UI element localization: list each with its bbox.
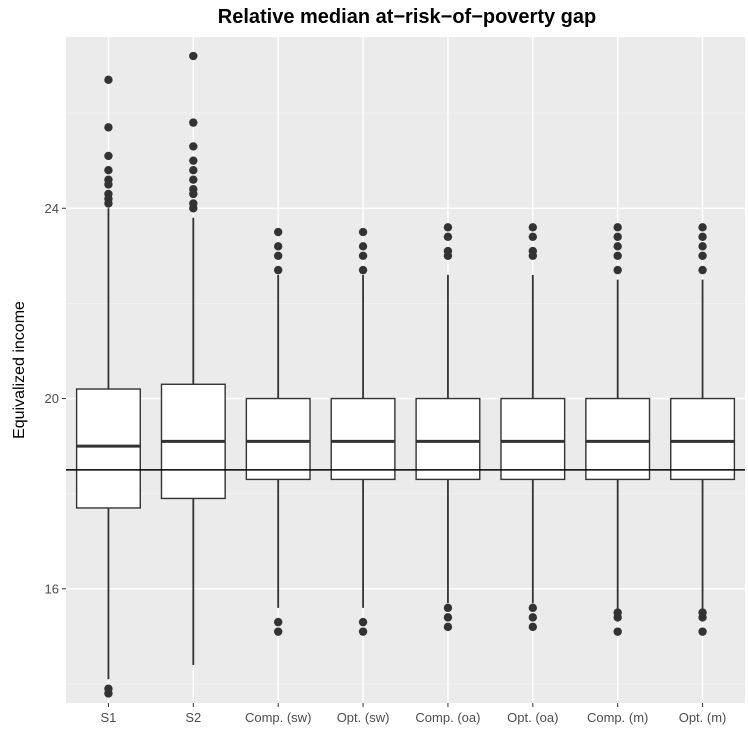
x-tick-label: Opt. (m) bbox=[679, 710, 727, 725]
y-tick-label: 20 bbox=[45, 391, 59, 406]
outlier-point bbox=[273, 242, 283, 251]
outlier-point bbox=[528, 223, 538, 232]
y-tick-label: 24 bbox=[45, 201, 59, 216]
outlier-point bbox=[189, 142, 198, 151]
outlier-point bbox=[698, 242, 707, 251]
box-comp-oa bbox=[415, 223, 481, 632]
outlier-point bbox=[104, 175, 113, 184]
x-tick-label: S2 bbox=[185, 710, 201, 725]
chart-title: Relative median at−risk−of−poverty gap bbox=[217, 6, 597, 28]
outlier-point bbox=[698, 608, 707, 617]
outlier-point bbox=[613, 251, 622, 261]
y-axis-title: Equivalized income bbox=[11, 301, 28, 439]
outlier-point bbox=[698, 232, 707, 241]
iqr-box bbox=[670, 397, 736, 481]
outlier-point bbox=[613, 608, 622, 617]
outlier-point bbox=[104, 684, 113, 693]
outlier-point bbox=[613, 242, 622, 251]
iqr-box bbox=[585, 397, 651, 481]
outlier-point bbox=[528, 622, 538, 632]
outlier-point bbox=[189, 185, 198, 194]
outlier-point bbox=[189, 156, 198, 165]
outlier-point bbox=[273, 227, 283, 237]
iqr-box bbox=[415, 397, 481, 481]
iqr-box bbox=[330, 397, 396, 481]
outlier-point bbox=[273, 627, 283, 636]
box-opt-sw bbox=[330, 227, 396, 636]
box-opt-oa bbox=[500, 223, 566, 632]
outlier-point bbox=[189, 175, 198, 184]
outlier-point bbox=[698, 223, 707, 232]
outlier-point bbox=[528, 246, 538, 256]
outlier-point bbox=[698, 251, 707, 261]
x-tick-label: Comp. (oa) bbox=[415, 710, 480, 725]
box-layer bbox=[75, 51, 736, 698]
outlier-point bbox=[104, 123, 113, 132]
outlier-point bbox=[358, 265, 368, 275]
outlier-point bbox=[613, 627, 622, 636]
outlier-point bbox=[443, 223, 453, 232]
outlier-point bbox=[189, 166, 198, 175]
outlier-point bbox=[528, 603, 538, 613]
y-tick-label: 16 bbox=[45, 581, 59, 596]
outlier-point bbox=[189, 199, 198, 208]
outlier-point bbox=[104, 75, 113, 85]
x-tick-label: Opt. (sw) bbox=[337, 710, 390, 725]
outlier-point bbox=[613, 232, 622, 241]
x-tick-label: Comp. (m) bbox=[587, 710, 648, 725]
plot-panel bbox=[66, 37, 745, 703]
box-comp-m bbox=[585, 223, 651, 636]
outlier-point bbox=[443, 603, 453, 613]
outlier-point bbox=[528, 232, 538, 241]
outlier-point bbox=[189, 118, 198, 127]
outlier-point bbox=[104, 189, 113, 199]
outlier-point bbox=[358, 227, 368, 237]
iqr-box bbox=[245, 397, 311, 481]
iqr-box bbox=[75, 388, 141, 509]
outlier-point bbox=[698, 265, 707, 275]
x-tick-label: Opt. (oa) bbox=[507, 710, 558, 725]
outlier-point bbox=[443, 246, 453, 256]
box-s2 bbox=[160, 51, 226, 665]
iqr-box bbox=[500, 397, 566, 481]
outlier-point bbox=[273, 617, 283, 627]
y-axis: 16 20 24 bbox=[45, 201, 66, 596]
outlier-point bbox=[358, 627, 368, 636]
outlier-point bbox=[613, 223, 622, 232]
x-tick-label: S1 bbox=[100, 710, 116, 725]
box-s1 bbox=[75, 75, 141, 698]
outlier-point bbox=[443, 232, 453, 241]
outlier-point bbox=[358, 251, 368, 261]
outlier-point bbox=[358, 617, 368, 627]
outlier-point bbox=[613, 265, 622, 275]
outlier-point bbox=[443, 613, 453, 622]
outlier-point bbox=[273, 265, 283, 275]
outlier-point bbox=[104, 166, 113, 175]
outlier-point bbox=[698, 627, 707, 636]
box-comp-sw bbox=[245, 227, 311, 636]
outlier-point bbox=[528, 613, 538, 622]
x-axis: S1 S2 Comp. (sw) Opt. (sw) Comp. (oa) Opt. (o… bbox=[100, 703, 726, 725]
outlier-point bbox=[273, 251, 283, 261]
outlier-point bbox=[104, 151, 113, 161]
box-opt-m bbox=[670, 223, 736, 636]
outlier-point bbox=[189, 51, 198, 61]
x-tick-label: Comp. (sw) bbox=[245, 710, 311, 725]
outlier-point bbox=[358, 242, 368, 251]
outlier-point bbox=[443, 622, 453, 632]
